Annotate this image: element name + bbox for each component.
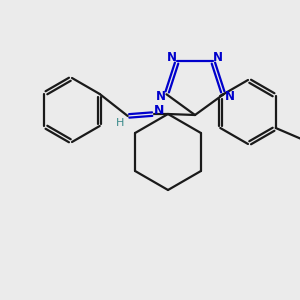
- Text: H: H: [116, 118, 124, 128]
- Text: N: N: [155, 90, 166, 103]
- Text: N: N: [167, 51, 177, 64]
- Text: N: N: [224, 90, 235, 103]
- Text: N: N: [213, 51, 223, 64]
- Text: N: N: [154, 104, 164, 118]
